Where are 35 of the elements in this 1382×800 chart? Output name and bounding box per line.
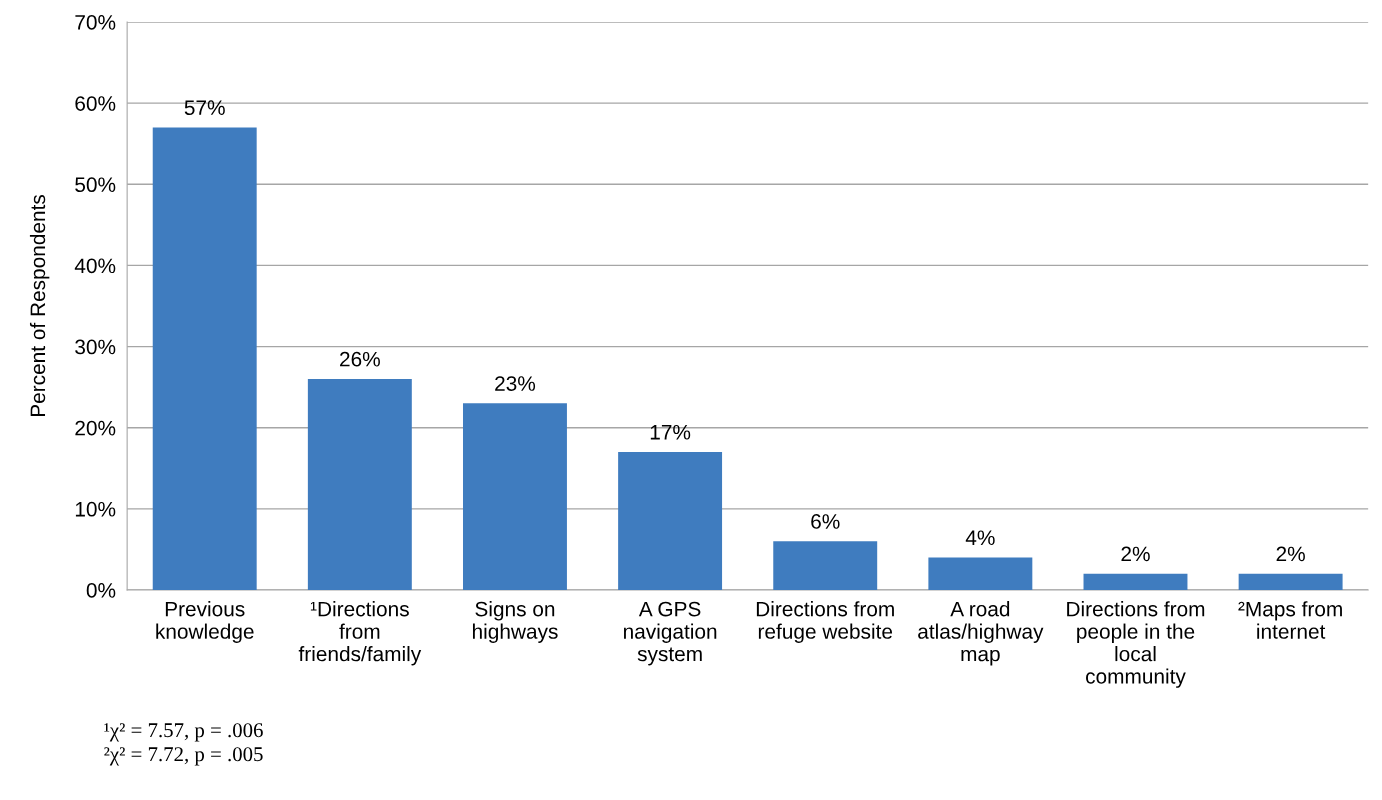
y-tick-label: 30% [75, 339, 116, 355]
data-label: 2% [1121, 546, 1150, 562]
bar [1238, 573, 1343, 590]
data-label: 4% [965, 530, 995, 546]
y-tick-label: 70% [75, 15, 116, 30]
x-tick-label: ¹Directions from friends/family [298, 601, 422, 666]
data-label: 6% [811, 514, 840, 529]
bar [618, 452, 723, 590]
x-tick-label: Directions from refuge website [756, 601, 894, 643]
x-tick-label: ²Maps from internet [1238, 601, 1342, 639]
y-tick-label: 50% [75, 177, 116, 193]
data-label: 26% [340, 351, 380, 367]
y-axis-title: Percent of Respondents [29, 194, 50, 417]
data-label: 17% [650, 424, 691, 440]
text: ¹χ² = 7.57, p = .006 [104, 723, 263, 742]
bar [307, 379, 412, 590]
x-tick-label: Directions from people in the local community [1067, 601, 1205, 688]
bar [928, 557, 1033, 590]
bar [463, 403, 567, 590]
y-tick-label: 10% [75, 501, 116, 517]
y-tick-label: 40% [74, 258, 116, 274]
x-tick-label: Previous knowledge [156, 601, 254, 643]
y-tick-label: 60% [75, 96, 116, 111]
bar [1083, 573, 1188, 590]
bar [152, 127, 257, 590]
data-label: 57% [184, 100, 225, 116]
bar [773, 541, 878, 590]
x-tick-label: Signs on highways [472, 601, 558, 643]
data-label: 2% [1276, 546, 1305, 562]
x-tick-label: A road atlas/highway map [918, 601, 1044, 666]
y-tick-label: 20% [75, 420, 116, 436]
text: ²χ² = 7.72, p = .005 [104, 747, 263, 766]
x-tick-label: A GPS navigation system [623, 601, 717, 666]
data-label: 23% [495, 376, 536, 391]
y-tick-label: 0% [86, 583, 116, 598]
